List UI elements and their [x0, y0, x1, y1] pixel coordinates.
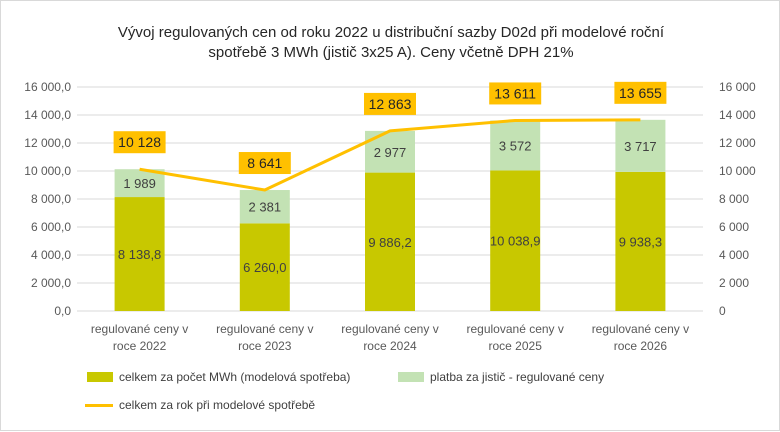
total-label-box	[614, 81, 667, 104]
total-label-box	[238, 152, 291, 175]
bar-mwh	[365, 172, 415, 311]
x-tick-label: roce 2023	[238, 339, 292, 353]
legend-swatch-total	[85, 403, 113, 407]
y-right-tick-label: 0	[719, 304, 726, 318]
bar-jistic-label: 2 977	[374, 145, 407, 160]
y-right-tick-label: 2 000	[719, 276, 749, 290]
x-tick-label: roce 2025	[489, 339, 543, 353]
bar-mwh	[239, 223, 290, 311]
total-label-box	[113, 131, 166, 154]
x-tick-label: regulované ceny v	[216, 322, 313, 336]
bar-jistic-label: 1 989	[123, 176, 156, 191]
bar-mwh-label: 10 038,9	[490, 234, 541, 249]
y-right-tick-label: 14 000	[719, 108, 756, 122]
y-right-tick-label: 6 000	[719, 220, 749, 234]
x-tick-label: roce 2024	[363, 339, 417, 353]
bar-jistic-label: 3 572	[499, 138, 532, 153]
y-left-tick-label: 2 000,0	[31, 276, 71, 290]
legend-label-total: celkem za rok při modelové spotřebě	[119, 398, 316, 412]
total-label: 12 863	[369, 96, 412, 112]
bar-jistic	[114, 169, 165, 198]
bar-jistic	[490, 120, 541, 171]
legend-swatch-jistic	[398, 372, 424, 382]
legend-item-mwh: celkem za počet MWh (modelová spotřeba)	[87, 370, 350, 384]
x-tick-label: regulované ceny v	[91, 322, 188, 336]
y-left-tick-label: 4 000,0	[31, 248, 71, 262]
bar-mwh-label: 9 886,2	[368, 235, 411, 250]
total-label: 10 128	[118, 134, 161, 150]
bar-jistic	[239, 190, 290, 224]
bar-mwh	[114, 197, 165, 311]
y-left-tick-label: 12 000,0	[24, 136, 71, 150]
total-label: 13 655	[619, 85, 662, 101]
total-label-box	[364, 92, 416, 115]
line-total	[139, 118, 641, 192]
bar-mwh	[615, 171, 666, 311]
y-left-tick-label: 16 000,0	[24, 80, 71, 94]
chart-title-line-1: Vývoj regulovaných cen od roku 2022 u di…	[117, 24, 665, 41]
y-left-tick-label: 14 000,0	[24, 108, 71, 122]
y-right-tick-label: 10 000	[719, 164, 756, 178]
y-right-tick-label: 4 000	[719, 248, 749, 262]
y-left-tick-label: 0,0	[54, 304, 71, 318]
legend-item-total: celkem za rok při modelové spotřebě	[85, 398, 315, 412]
legend-label-mwh: celkem za počet MWh (modelová spotřeba)	[119, 370, 351, 384]
total-label-box	[489, 82, 542, 105]
total-label: 8 641	[247, 155, 282, 171]
legend-swatch-mwh	[87, 372, 113, 382]
total-label: 13 611	[494, 85, 536, 101]
chart-title: Vývoj regulovaných cen od roku 2022 u di…	[1, 23, 780, 63]
y-right-tick-label: 12 000	[719, 136, 756, 150]
chart-title-line-2: spotřebě 3 MWh (jistič 3x25 A). Ceny vče…	[208, 44, 574, 61]
legend-label-jistic: platba za jistič - regulované ceny	[430, 370, 605, 384]
bar-jistic-label: 3 717	[624, 139, 657, 154]
y-left-tick-label: 6 000,0	[31, 220, 71, 234]
x-tick-label: regulované ceny v	[341, 322, 438, 336]
bar-jistic	[615, 119, 666, 172]
legend-item-jistic: platba za jistič - regulované ceny	[398, 370, 604, 384]
x-tick-label: roce 2022	[113, 339, 167, 353]
y-left-tick-label: 8 000,0	[31, 192, 71, 206]
x-tick-label: roce 2026	[614, 339, 668, 353]
bar-mwh-label: 8 138,8	[118, 247, 161, 262]
y-left-tick-label: 10 000,0	[24, 164, 71, 178]
bar-mwh-label: 6 260,0	[243, 260, 286, 275]
bar-jistic-label: 2 381	[249, 200, 282, 215]
y-right-tick-label: 16 000	[719, 80, 756, 94]
bar-mwh-label: 9 938,3	[619, 234, 662, 249]
y-right-tick-label: 8 000	[719, 192, 749, 206]
x-tick-label: regulované ceny v	[466, 322, 563, 336]
bar-mwh	[490, 170, 541, 311]
x-tick-label: regulované ceny v	[592, 322, 689, 336]
